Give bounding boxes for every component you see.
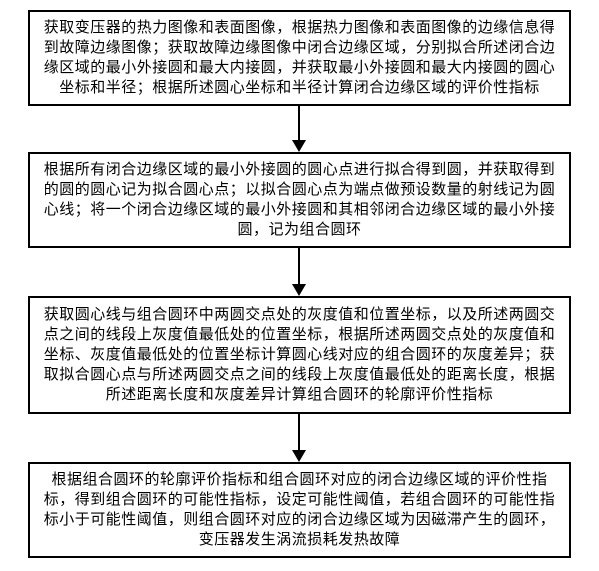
flow-node-2-text: 根据所有闭合边缘区域的最小外接圆的圆心点进行拟合得到圆，并获取得到的圆的圆心记为… (40, 160, 559, 240)
flow-node-4-text: 根据组合圆环的轮廓评价指标和组合圆环对应的闭合边缘区域的评价性指标，得到组合圆环… (40, 470, 559, 550)
flow-arrow-2-3 (299, 248, 300, 296)
flow-arrow-3-4 (299, 414, 300, 462)
flow-node-3: 获取圆心线与组合圆环中两圆交点处的灰度值和位置坐标，以及所述两圆交点之间的线段上… (28, 296, 571, 414)
flow-node-3-text: 获取圆心线与组合圆环中两圆交点处的灰度值和位置坐标，以及所述两圆交点之间的线段上… (40, 305, 559, 405)
flow-node-1: 获取变压器的热力图像和表面图像，根据热力图像和表面图像的边缘信息得到故障边缘图像… (28, 10, 571, 106)
flow-node-2: 根据所有闭合边缘区域的最小外接圆的圆心点进行拟合得到圆，并获取得到的圆的圆心记为… (28, 152, 571, 248)
flow-node-1-text: 获取变压器的热力图像和表面图像，根据热力图像和表面图像的边缘信息得到故障边缘图像… (40, 18, 559, 98)
flow-node-4: 根据组合圆环的轮廓评价指标和组合圆环对应的闭合边缘区域的评价性指标，得到组合圆环… (28, 462, 571, 558)
flow-arrow-1-2 (299, 106, 300, 152)
flowchart-canvas: 获取变压器的热力图像和表面图像，根据热力图像和表面图像的边缘信息得到故障边缘图像… (0, 0, 599, 571)
